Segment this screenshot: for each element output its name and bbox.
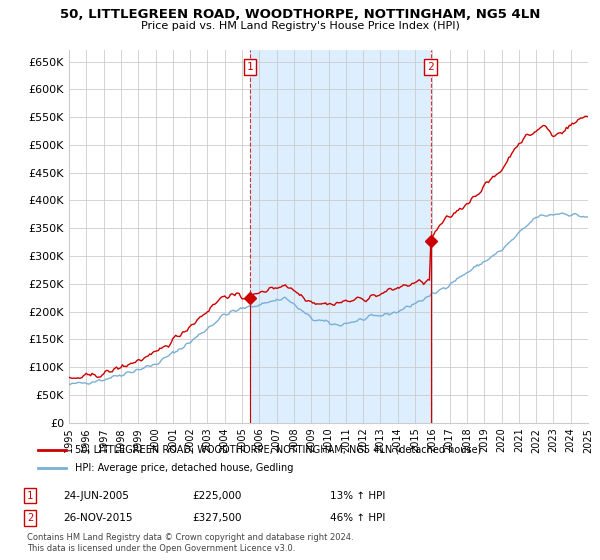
Bar [250,50,431,423]
Text: 46% ↑ HPI: 46% ↑ HPI [330,513,385,523]
Text: 2: 2 [27,513,33,523]
Text: 24-JUN-2005: 24-JUN-2005 [63,491,129,501]
Text: 50, LITTLEGREEN ROAD, WOODTHORPE, NOTTINGHAM, NG5 4LN: 50, LITTLEGREEN ROAD, WOODTHORPE, NOTTIN… [60,8,540,21]
Text: Contains HM Land Registry data © Crown copyright and database right 2024.
This d: Contains HM Land Registry data © Crown c… [27,533,353,553]
Text: £327,500: £327,500 [192,513,241,523]
Text: 13% ↑ HPI: 13% ↑ HPI [330,491,385,501]
Text: 1: 1 [27,491,33,501]
Text: £225,000: £225,000 [192,491,241,501]
Text: 2: 2 [427,62,434,72]
Text: Price paid vs. HM Land Registry's House Price Index (HPI): Price paid vs. HM Land Registry's House … [140,21,460,31]
Text: 26-NOV-2015: 26-NOV-2015 [63,513,133,523]
Text: HPI: Average price, detached house, Gedling: HPI: Average price, detached house, Gedl… [74,463,293,473]
Text: 1: 1 [247,62,254,72]
Text: 50, LITTLEGREEN ROAD, WOODTHORPE, NOTTINGHAM, NG5 4LN (detached house): 50, LITTLEGREEN ROAD, WOODTHORPE, NOTTIN… [74,445,481,455]
